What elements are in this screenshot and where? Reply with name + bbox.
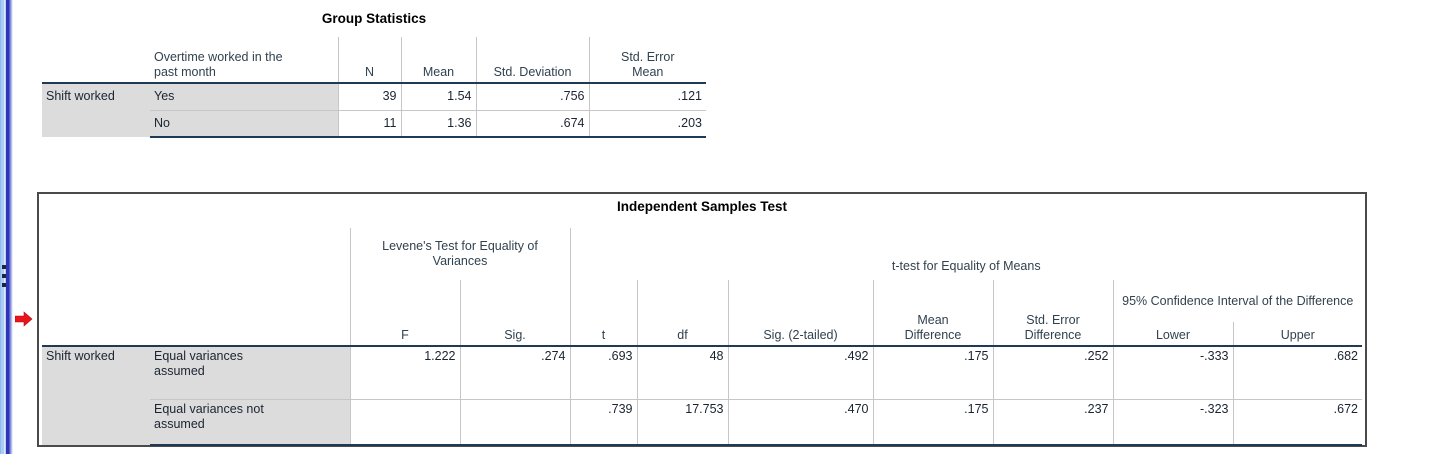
sig-2-tailed-cell: .470: [727, 399, 873, 446]
n-cell: 39: [337, 83, 401, 111]
group-statistics-grid: Overtime worked in the past month N Mean…: [42, 37, 706, 138]
std-deviation-cell: .674: [475, 110, 589, 138]
sig-2-tailed-cell: .492: [727, 346, 873, 400]
table-header-row: Overtime worked in the past month N Mean…: [42, 37, 706, 84]
df-cell: 48: [636, 346, 728, 400]
splitter-grip-dot: [2, 283, 6, 287]
independent-samples-test-grid: Levene's Test for Equality of Variances …: [42, 228, 1362, 446]
ci-spanner: 95% Confidence Interval of the Differenc…: [1112, 280, 1362, 322]
upper-cell: .682: [1232, 346, 1362, 400]
group-cell: No: [150, 110, 338, 138]
col-header-std-deviation: Std. Deviation: [475, 37, 589, 84]
table-row: No 11 1.36 .674 .203: [42, 110, 706, 138]
mean-difference-cell: .175: [872, 399, 993, 446]
lower-cell: -.323: [1112, 399, 1233, 446]
f-cell: 1.222: [349, 346, 460, 400]
sig-cell: [459, 399, 570, 446]
table-row: Shift worked Equal variances assumed 1.2…: [42, 346, 1362, 445]
col-header-lower: Lower: [1112, 322, 1233, 347]
stub-header: [42, 37, 150, 84]
n-cell: 11: [337, 110, 401, 138]
f-cell: [349, 399, 460, 446]
col-header-std-error-difference: Std. Error Difference: [992, 280, 1113, 347]
pane-splitter[interactable]: [0, 0, 13, 454]
sub-header-row: F Sig. t df Sig. (2-tailed) Mean Differe…: [42, 280, 1362, 347]
row-label: Shift worked: [42, 346, 150, 445]
col-header-t: t: [569, 280, 637, 347]
std-error-mean-cell: .203: [588, 110, 706, 138]
col-header-std-error-mean: Std. Error Mean: [588, 37, 706, 84]
col-header-sig-2-tailed: Sig. (2-tailed): [727, 280, 873, 347]
row-label: Shift worked: [42, 83, 150, 137]
df-cell: 17.753: [636, 399, 728, 446]
independent-samples-test-title: Independent Samples Test: [616, 199, 788, 214]
lower-cell: -.333: [1112, 346, 1233, 400]
t-cell: .739: [569, 399, 637, 446]
mean-cell: 1.54: [400, 83, 476, 111]
independent-samples-test-table[interactable]: Independent Samples Test Levene's Test f…: [42, 198, 1362, 446]
mean-difference-cell: .175: [872, 346, 993, 400]
spanner-header-row: Levene's Test for Equality of Variances …: [42, 228, 1362, 347]
variance-assumption-cell: Equal variances not assumed: [150, 399, 350, 446]
sig-cell: .274: [459, 346, 570, 400]
std-deviation-cell: .756: [475, 83, 589, 111]
col-header-n: N: [337, 37, 401, 84]
col-header-upper: Upper: [1232, 322, 1362, 347]
table-row: Shift worked Yes 39 1.54 .756 .121: [42, 83, 706, 137]
variance-assumption-cell: Equal variances assumed: [150, 346, 350, 400]
col-header-f: F: [349, 280, 460, 347]
levene-spanner: Levene's Test for Equality of Variances: [349, 228, 570, 280]
splitter-grip-dot: [2, 265, 6, 269]
col-header-sig: Sig.: [459, 280, 570, 347]
ttest-spanner: t-test for Equality of Means: [569, 228, 1362, 280]
group-statistics-table[interactable]: Group Statistics Overtime worked in the …: [42, 10, 706, 138]
col-header-mean: Mean: [400, 37, 476, 84]
mean-cell: 1.36: [400, 110, 476, 138]
std-error-difference-cell: .237: [992, 399, 1113, 446]
stub-header: [42, 228, 350, 347]
upper-cell: .672: [1232, 399, 1362, 446]
std-error-mean-cell: .121: [588, 83, 706, 111]
std-error-difference-cell: .252: [992, 346, 1113, 400]
col-header-df: df: [636, 280, 728, 347]
col-header-mean-difference: Mean Difference: [872, 280, 993, 347]
table-row: Equal variances not assumed .739 17.753 …: [42, 399, 1362, 446]
t-cell: .693: [569, 346, 637, 400]
current-item-arrow-icon: [14, 311, 33, 332]
factor-header: Overtime worked in the past month: [150, 37, 338, 84]
splitter-grip-dot: [2, 274, 6, 278]
ci-header-row: Lower Upper: [42, 322, 1362, 347]
group-statistics-title: Group Statistics: [321, 11, 427, 26]
group-cell: Yes: [150, 83, 338, 111]
